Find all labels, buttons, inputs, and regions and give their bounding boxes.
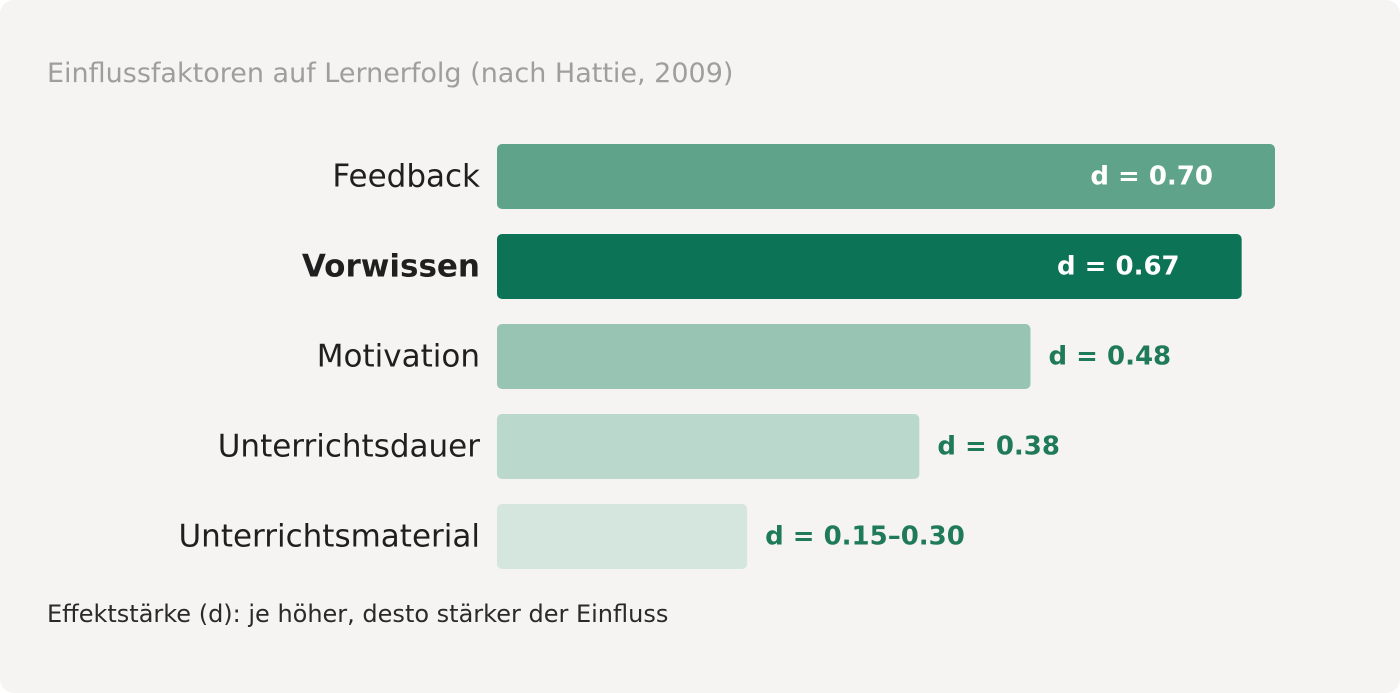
- value-label-motivation: d = 0.48: [1048, 342, 1171, 372]
- value-label-unterrichtsdauer: d = 0.38: [937, 432, 1060, 462]
- category-label-vorwissen: Vorwissen: [302, 249, 480, 285]
- category-label-unterrichtsmaterial: Unterrichtsmaterial: [178, 519, 480, 555]
- category-label-unterrichtsdauer: Unterrichtsdauer: [218, 429, 481, 465]
- category-label-feedback: Feedback: [332, 159, 480, 195]
- category-label-motivation: Motivation: [317, 339, 480, 375]
- value-label-feedback: d = 0.70: [1090, 162, 1213, 192]
- bar-vorwissen: [497, 234, 1242, 299]
- bar-feedback: [497, 144, 1275, 209]
- chart-title: Einflussfaktoren auf Lernerfolg (nach Ha…: [47, 58, 734, 89]
- value-label-unterrichtsmaterial: d = 0.15–0.30: [765, 522, 965, 552]
- chart-footnote: Effektstärke (d): je höher, desto stärke…: [47, 600, 669, 628]
- bar-unterrichtsmaterial: [497, 504, 748, 569]
- bar-motivation: [497, 324, 1031, 389]
- value-label-vorwissen: d = 0.67: [1057, 252, 1180, 282]
- bar-unterrichtsdauer: [497, 414, 920, 479]
